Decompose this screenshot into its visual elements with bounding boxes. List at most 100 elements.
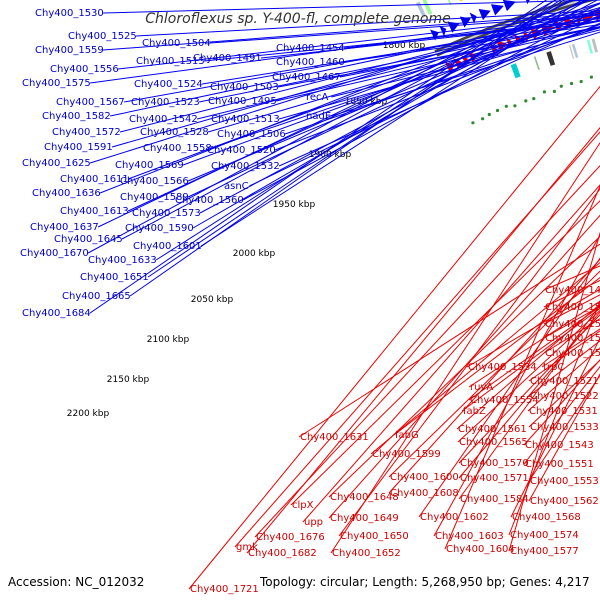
- forward-gene-label: Chy400_1513: [211, 114, 280, 125]
- reverse-gene-connector: [508, 231, 600, 552]
- forward-gene-label: recA: [306, 92, 329, 103]
- reverse-gene-connector: [456, 303, 600, 430]
- reverse-gene-label: Chy400_1508: [545, 333, 600, 344]
- reverse-gene-connector: [510, 337, 600, 518]
- reverse-gene-connector: [543, 265, 600, 291]
- reverse-gene-connector: [188, 85, 600, 590]
- reverse-gene-connector: [388, 270, 600, 478]
- forward-gene-label: Chy400_1495: [208, 96, 277, 107]
- reverse-gene-label: Chy400_1554: [470, 395, 539, 406]
- annotation-block: [571, 43, 579, 59]
- kbp-tick-label: 1850 kbp: [345, 97, 388, 107]
- forward-gene-connector: [202, 20, 600, 85]
- reverse-gene-label: Chy400_1543: [525, 440, 594, 451]
- reverse-gene-connector: [458, 304, 600, 500]
- forward-gene-label: Chy400_1591: [44, 142, 113, 153]
- reverse-gene-connector: [523, 365, 600, 465]
- forward-gene-connector: [187, 7, 600, 182]
- kbp-tick-label: 1950 kbp: [273, 200, 316, 210]
- forward-gene-label: Chy400_1637: [30, 222, 99, 233]
- annotation-block: [447, 0, 452, 6]
- reverse-gene-connector: [433, 233, 600, 537]
- forward-gene-label: Chy400_1560: [175, 195, 244, 206]
- reverse-gene-connector: [254, 164, 600, 538]
- gene-arrow: [459, 16, 471, 28]
- forward-gene-connector: [192, 0, 589, 229]
- reverse-gene-connector: [330, 141, 600, 554]
- forward-gene-label: Chy400_1601: [133, 241, 202, 252]
- reverse-gene-label: Chy400_1584: [460, 494, 529, 505]
- gc-dot: [495, 108, 500, 113]
- reverse-annotation-track: [510, 38, 598, 79]
- forward-gene-label: Chy400_1524: [134, 79, 203, 90]
- forward-gene-connector: [200, 0, 583, 247]
- forward-gene-connector: [344, 18, 600, 49]
- gc-dot: [589, 75, 594, 79]
- forward-gene-label: Chy400_1542: [129, 114, 198, 125]
- accession-text: Accession: NC_012032: [8, 575, 144, 589]
- reverse-gene-label: Chy400_1501: [545, 302, 600, 313]
- reverse-gene-connector: [290, 200, 600, 506]
- reverse-gene-label: Chy400_1600: [390, 472, 459, 483]
- reverse-gene-connector: [298, 243, 600, 438]
- kbp-tick-label: 1800 kbp: [383, 41, 426, 51]
- forward-gene-connector: [109, 11, 600, 117]
- reverse-gene-connector: [444, 184, 600, 550]
- annotation-block: [591, 38, 598, 53]
- reverse-gene-label: Chy400_1631: [300, 432, 369, 443]
- reverse-gene-label: Chy400_1602: [420, 512, 489, 523]
- forward-gene-label: Chy400_1651: [80, 272, 149, 283]
- forward-gene-label: Chy400_1460: [276, 57, 345, 68]
- gc-dot: [552, 89, 557, 93]
- reverse-gene-connector: [461, 307, 600, 412]
- reverse-gene-connector: [234, 131, 600, 548]
- forward-gene-connector: [210, 16, 600, 149]
- gene-arrow: [490, 4, 504, 16]
- reverse-gene-label: fabG: [395, 430, 419, 441]
- reverse-gene-connector: [370, 261, 600, 455]
- reverse-gene-label: Chy400_1533: [530, 422, 599, 433]
- reverse-gene-connector: [458, 314, 600, 464]
- reverse-gene-label: Chy400_1603: [435, 531, 504, 542]
- annotation-block: [546, 51, 556, 66]
- annotation-block: [569, 45, 575, 59]
- reverse-gene-label: Chy400_1721: [190, 584, 259, 595]
- reverse-gene-connector: [468, 300, 600, 388]
- forward-gene-label: Chy400_1532: [211, 161, 280, 172]
- reverse-gene-label: Chy400_1562: [530, 496, 599, 507]
- forward-gene-label: Chy400_1573: [132, 208, 201, 219]
- reverse-gene-connector: [246, 127, 600, 554]
- reverse-gene-label: Chy400_1650: [340, 531, 409, 542]
- forward-gene-label: Chy400_1566: [120, 176, 189, 187]
- forward-gene-label: Chy400_1528: [140, 127, 209, 138]
- annotation-block: [416, 1, 427, 18]
- forward-gene-label: Chy400_1503: [210, 82, 279, 93]
- forward-gene-connector: [331, 31, 600, 117]
- gc-dot: [569, 81, 574, 86]
- reverse-gene-connector: [393, 277, 600, 436]
- gene-arrow: [502, 0, 516, 12]
- forward-gene-label: Chy400_1556: [50, 64, 119, 75]
- reverse-gene-label: fabZ: [463, 406, 486, 417]
- inner-gc-track: [471, 75, 594, 125]
- annotation-block: [533, 56, 540, 71]
- gc-dot: [532, 97, 536, 101]
- reverse-gene-label: Chy400_1565: [459, 437, 528, 448]
- reverse-gene-label: Chy400_1608: [390, 488, 459, 499]
- gc-dot: [579, 79, 583, 84]
- gene-arrow: [439, 25, 447, 37]
- reverse-gene-label: Chy400_1534: [468, 362, 537, 373]
- forward-gene-label: Chy400_1559: [35, 45, 104, 56]
- map-title: Chloroflexus sp. Y-400-fl, complete geno…: [145, 11, 451, 27]
- gene-arrow: [469, 12, 477, 24]
- forward-gene-connector: [242, 8, 600, 201]
- annotation-block: [510, 63, 521, 79]
- gc-dot: [559, 84, 563, 88]
- reverse-gene-label: Chy400_1568: [512, 512, 581, 523]
- reverse-gene-connector: [328, 235, 600, 498]
- forward-gene-label: Chy400_1633: [88, 255, 157, 266]
- reverse-gene-connector: [528, 374, 600, 482]
- forward-gene-connector: [187, 3, 600, 198]
- forward-gene-label: Chy400_1504: [142, 38, 211, 49]
